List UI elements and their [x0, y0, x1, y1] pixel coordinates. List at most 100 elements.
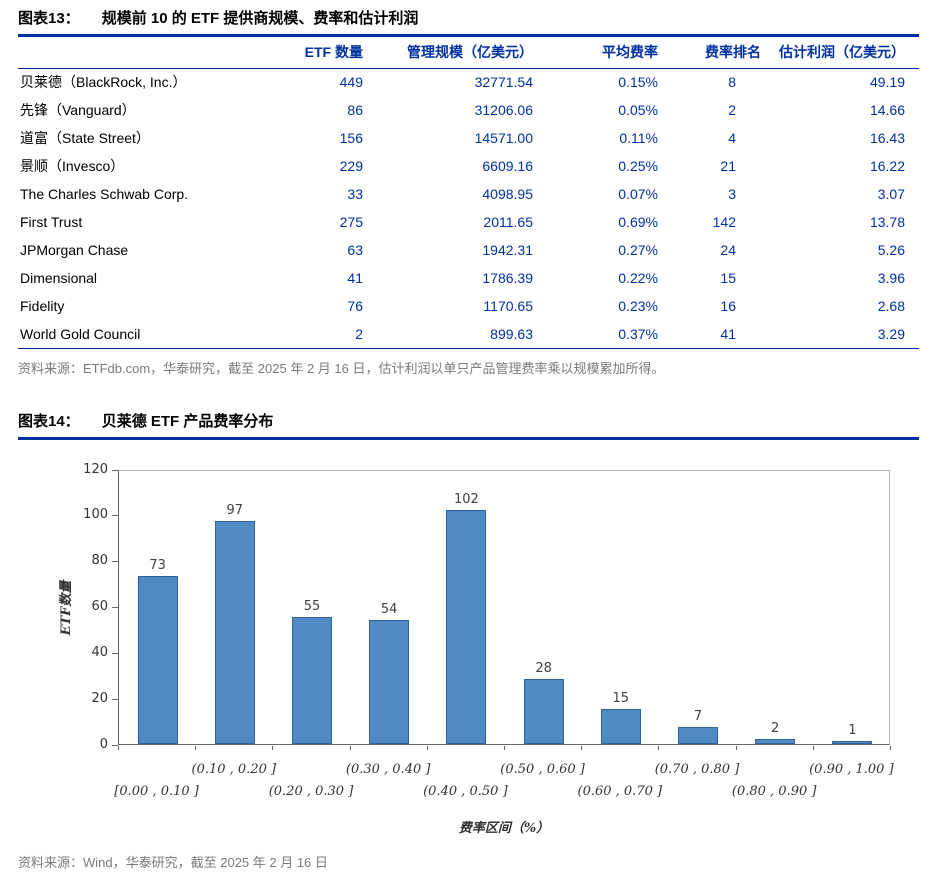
fee-distribution-chart: ETF数量 73 97 55 54 102 28 15 7 2 1 费率区间（%） 0 20 40 60…	[18, 458, 919, 843]
bar-value-label: 2	[771, 720, 780, 736]
provider-value: 6609.16	[482, 158, 533, 174]
provider-value: 0.25%	[618, 158, 658, 174]
provider-value: 1170.65	[483, 298, 533, 314]
provider-value: 4	[728, 130, 736, 146]
x-category-label: (0.90 , 1.00 ]	[809, 761, 894, 777]
x-axis-tick	[658, 745, 660, 750]
provider-value: 21	[720, 158, 736, 174]
bar	[137, 576, 178, 744]
provider-value: 0.11%	[619, 130, 658, 146]
provider-value: 156	[339, 130, 363, 146]
provider-value: 0.37%	[618, 325, 658, 342]
provider-value: 275	[339, 214, 363, 230]
provider-value: 2011.65	[483, 214, 533, 230]
bar	[292, 617, 332, 744]
x-axis-tick	[812, 745, 814, 750]
provider-value: 3.96	[877, 270, 905, 286]
x-axis-tick	[426, 745, 428, 750]
provider-value: 0.22%	[618, 270, 658, 286]
y-axis-tick-label: 80	[91, 553, 108, 569]
provider-value: 142	[712, 214, 736, 230]
plot-area: 73 97 55 54 102 28 15 7 2 1	[118, 469, 890, 745]
provider-value: 229	[339, 158, 363, 174]
x-category-label: (0.20 , 0.30 ]	[268, 783, 354, 799]
bar	[446, 509, 487, 744]
bar-value-label: 73	[149, 558, 166, 574]
title-rule	[18, 436, 919, 440]
y-axis-tick-label: 100	[83, 507, 108, 523]
bar-value-label: 1	[848, 723, 857, 739]
bar	[832, 741, 873, 744]
bar	[600, 709, 641, 744]
figure-14: 图表14： 贝莱德 ETF 产品费率分布 ETF数量 73 97 55 54 102 28 1…	[18, 411, 919, 871]
bar	[755, 738, 796, 744]
provider-value: 3	[728, 186, 736, 202]
provider-value: 8	[728, 74, 736, 91]
provider-value: 1942.31	[482, 242, 533, 258]
provider-value: 15	[720, 270, 736, 286]
provider-value: 33	[347, 186, 363, 202]
provider-value: 0.05%	[618, 102, 658, 118]
provider-value: 16	[720, 298, 736, 314]
x-category-label: (0.60 , 0.70 ]	[577, 783, 663, 799]
provider-value: 0.27%	[618, 242, 658, 258]
provider-value: 41	[347, 270, 363, 286]
provider-value: 41	[720, 325, 736, 342]
x-axis-tick	[195, 745, 197, 750]
x-category-label: (0.70 , 0.80 ]	[654, 761, 740, 777]
column-header: 管理规模（亿美元）	[363, 37, 533, 69]
x-axis-tick	[349, 745, 351, 750]
provider-value: 63	[347, 242, 363, 258]
y-axis-tick	[112, 607, 118, 608]
provider-value: 13.78	[869, 214, 905, 230]
x-category-label: (0.50 , 0.60 ]	[500, 761, 585, 777]
bar	[369, 619, 410, 744]
provider-name: World Gold Council	[20, 325, 141, 342]
bar-value-label: 97	[226, 503, 244, 519]
provider-value: 1786.39	[482, 270, 533, 286]
y-axis-tick-label: 120	[83, 461, 108, 477]
figure13-title-text: 规模前 10 的 ETF 提供商规模、费率和估计利润	[101, 10, 419, 27]
table-row: World Gold Council 2 899.63 0.37% 41 3.29	[18, 320, 919, 348]
x-axis-tick	[118, 745, 119, 750]
table-row: 贝莱德（BlackRock, Inc.） 449 32771.54 0.15% 8 49.…	[18, 68, 919, 96]
provider-value: 14571.00	[474, 130, 533, 146]
figure13-label: 图表13：	[18, 10, 80, 27]
provider-value: 76	[347, 298, 363, 314]
table-row: 先锋（Vanguard） 86 31206.06 0.05% 2 14.66	[18, 96, 919, 124]
y-axis-tick	[112, 469, 118, 471]
table-row: First Trust 275 2011.65 0.69% 142 13.78	[18, 208, 919, 236]
figure-13: 图表13： 规模前 10 的 ETF 提供商规模、费率和估计利润 ETF 数量 管理…	[18, 8, 919, 377]
provider-value: 3.29	[877, 325, 905, 342]
y-axis-tick	[112, 698, 118, 700]
x-category-label: (0.40 , 0.50 ]	[423, 783, 508, 799]
provider-value: 4098.95	[482, 186, 533, 202]
provider-value: 899.63	[490, 325, 533, 342]
bar-value-label: 7	[693, 709, 703, 725]
provider-value: 3.07	[877, 186, 905, 202]
provider-value: 0.15%	[618, 74, 658, 91]
provider-name: JPMorgan Chase	[20, 242, 129, 258]
bar	[678, 727, 718, 744]
provider-value: 0.69%	[618, 214, 658, 230]
bar-value-label: 28	[535, 661, 552, 677]
provider-value: 2.68	[877, 298, 905, 314]
bar-value-label: 15	[612, 691, 630, 707]
column-header: 估计利润（亿美元）	[761, 37, 919, 69]
provider-value: 31206.06	[474, 102, 533, 118]
x-category-label: (0.10 , 0.20 ]	[191, 761, 277, 777]
source-note-figure13: 资料来源：ETFdb.com，华泰研究，截至 2025 年 2 月 16 日，估…	[18, 360, 665, 376]
figure14-title: 图表14： 贝莱德 ETF 产品费率分布	[18, 411, 919, 433]
y-axis-tick-label: 20	[91, 690, 108, 706]
provider-value: 2	[728, 102, 736, 118]
column-header: 费率排名	[658, 37, 761, 69]
title-rule	[18, 34, 919, 37]
figure13-title: 图表13： 规模前 10 的 ETF 提供商规模、费率和估计利润	[18, 8, 919, 30]
etf-providers-table: ETF 数量 管理规模（亿美元） 平均费率 费率排名 估计利润（亿美元） 贝莱德（Bla…	[18, 37, 919, 349]
bar-value-label: 55	[303, 599, 321, 615]
y-axis-tick-label: 40	[91, 644, 108, 660]
provider-name: 先锋（Vanguard）	[20, 102, 136, 118]
provider-name: 贝莱德（BlackRock, Inc.）	[20, 74, 187, 91]
y-axis-tick	[112, 744, 118, 746]
